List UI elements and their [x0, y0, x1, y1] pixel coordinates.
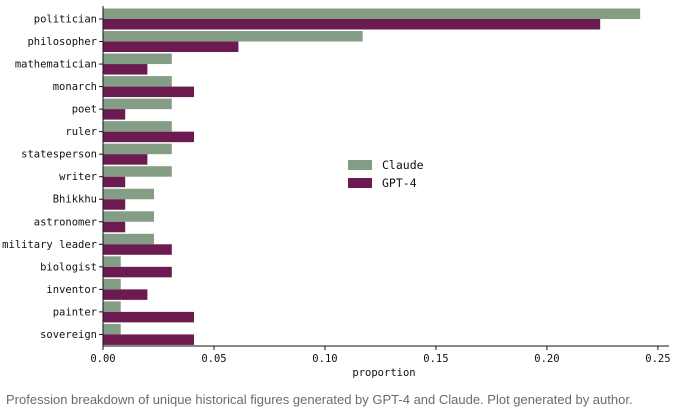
- bar-claude-writer: [103, 166, 172, 177]
- bar-gpt-4-writer: [103, 176, 126, 188]
- bar-gpt-4-painter: [103, 311, 195, 323]
- figure-caption: Profession breakdown of unique historica…: [6, 392, 633, 407]
- y-tick-label: mathematician: [15, 59, 97, 71]
- x-tick-label: 0.25: [645, 353, 670, 365]
- bar-claude-statesperson: [103, 143, 172, 155]
- legend-swatch-gpt-4: [348, 178, 372, 188]
- y-tick-label: painter: [53, 306, 97, 318]
- bar-gpt-4-philosopher: [103, 41, 239, 53]
- y-axis-ticks: politician philosopher mathematician monarc…: [2, 14, 103, 341]
- x-axis-label: proportion: [352, 367, 415, 379]
- bar-claude-mathematician: [103, 53, 172, 65]
- bar-claude-inventor: [103, 278, 121, 290]
- bar-gpt-4-ruler: [103, 131, 195, 143]
- bar-gpt-4-statesperson: [103, 154, 148, 165]
- y-tick-label: astronomer: [34, 216, 97, 228]
- y-tick-label: politician: [34, 14, 97, 26]
- y-tick-label: poet: [72, 104, 97, 116]
- bars-layer: [103, 8, 641, 345]
- bar-claude-military-leader: [103, 233, 155, 245]
- bar-claude-philosopher: [103, 31, 363, 42]
- x-tick-label: 0.00: [90, 353, 115, 365]
- bar-claude-poet: [103, 98, 172, 110]
- bar-gpt-4-monarch: [103, 86, 195, 98]
- y-tick-label: ruler: [65, 126, 97, 138]
- y-tick-label: Bhikkhu: [53, 194, 97, 206]
- y-tick-label: writer: [59, 171, 97, 183]
- x-tick-label: 0.05: [201, 353, 226, 365]
- bar-gpt-4-bhikkhu: [103, 199, 126, 210]
- y-tick-label: statesperson: [21, 149, 97, 161]
- bar-gpt-4-politician: [103, 19, 601, 30]
- legend-label: Claude: [382, 158, 424, 172]
- legend: Claude GPT-4: [348, 158, 424, 190]
- legend-swatch-claude: [348, 160, 372, 170]
- bar-claude-astronomer: [103, 211, 155, 222]
- bar-claude-sovereign: [103, 323, 121, 335]
- bar-claude-bhikkhu: [103, 188, 155, 200]
- bar-claude-painter: [103, 301, 121, 312]
- bar-gpt-4-sovereign: [103, 334, 195, 345]
- bar-chart: politician philosopher mathematician monarc…: [2, 6, 671, 379]
- bar-gpt-4-poet: [103, 109, 126, 120]
- x-tick-label: 0.15: [423, 353, 448, 365]
- y-tick-label: sovereign: [40, 329, 97, 341]
- y-tick-label: monarch: [53, 81, 97, 93]
- bar-gpt-4-inventor: [103, 289, 148, 300]
- y-tick-label: military leader: [2, 239, 97, 251]
- bar-claude-monarch: [103, 76, 172, 87]
- y-tick-label: philosopher: [27, 36, 97, 48]
- bar-claude-politician: [103, 8, 641, 19]
- bar-claude-biologist: [103, 256, 121, 267]
- bar-gpt-4-military-leader: [103, 244, 172, 255]
- x-axis-ticks: 0.00 0.05 0.10 0.15 0.20 0.25: [90, 346, 671, 365]
- bar-gpt-4-mathematician: [103, 64, 148, 75]
- bar-claude-ruler: [103, 121, 172, 132]
- x-tick-label: 0.20: [534, 353, 559, 365]
- bar-gpt-4-biologist: [103, 266, 172, 278]
- legend-label: GPT-4: [382, 176, 417, 190]
- y-tick-label: biologist: [40, 261, 97, 273]
- y-tick-label: inventor: [46, 284, 97, 296]
- x-tick-label: 0.10: [312, 353, 337, 365]
- bar-gpt-4-astronomer: [103, 221, 126, 233]
